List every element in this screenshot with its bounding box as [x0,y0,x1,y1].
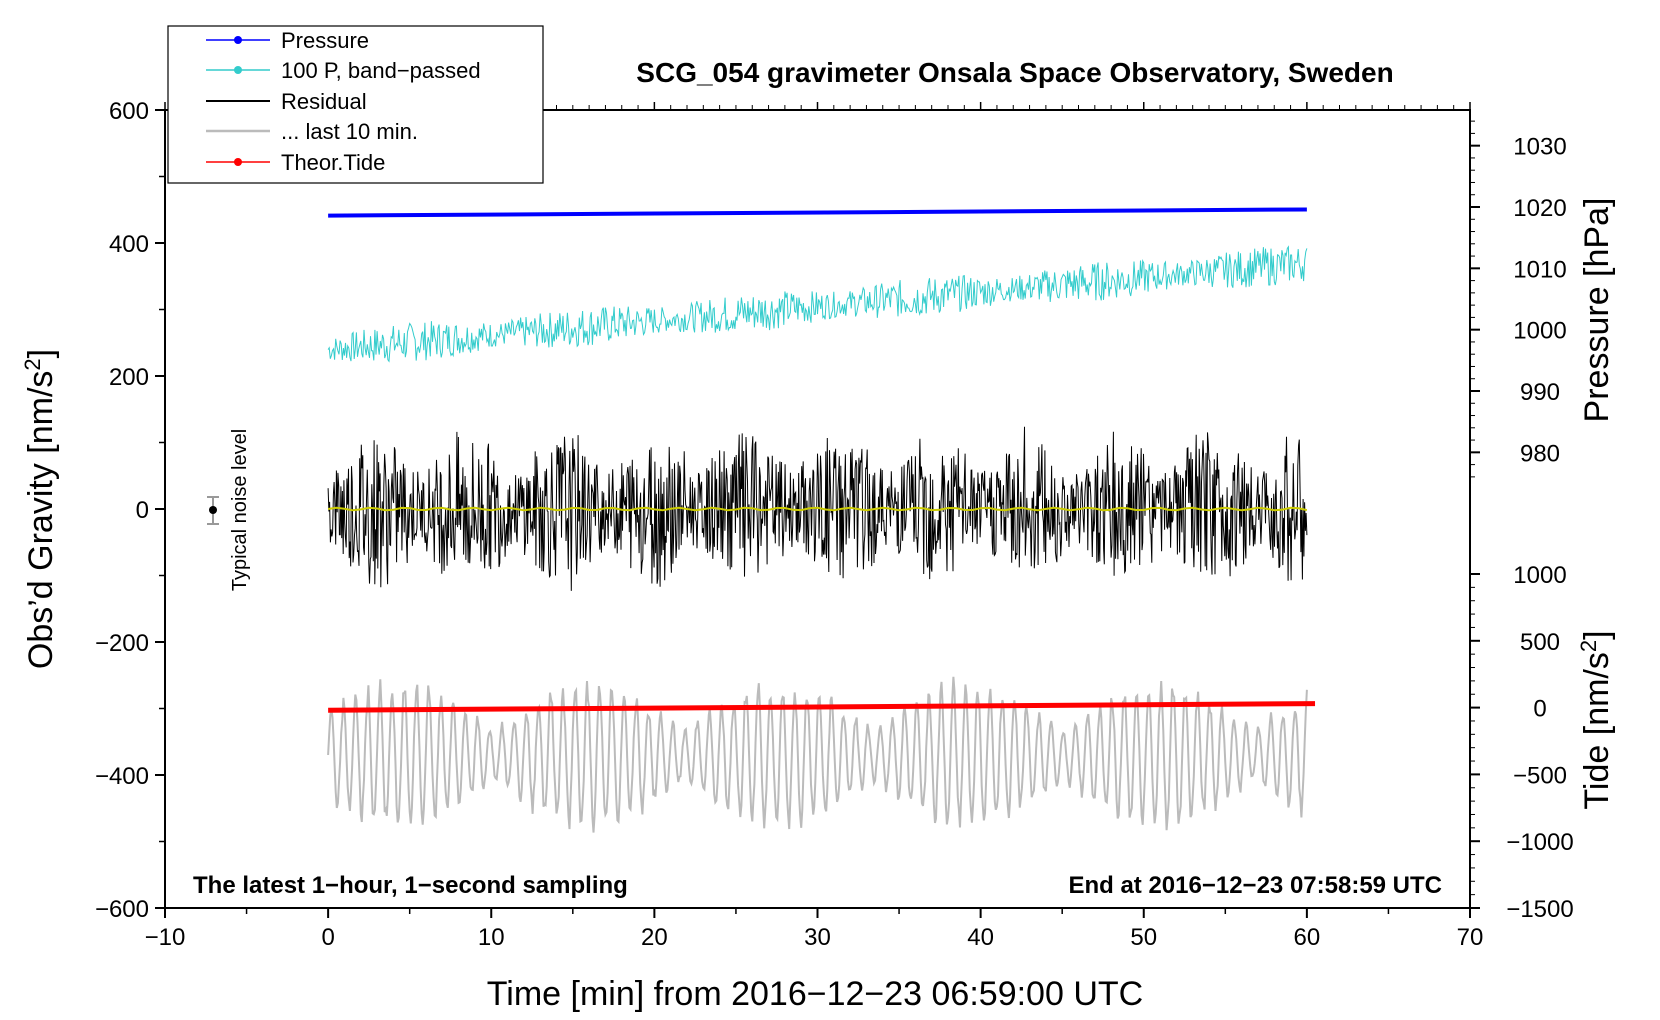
pressure-tick-label: 1020 [1513,195,1566,222]
legend-label-last10: ... last 10 min. [281,119,418,144]
series-residual [327,426,1308,591]
legend-item-bandpassed: 100 P, band−passed [206,58,481,83]
legend-label-tide: Theor.Tide [281,150,385,175]
legend-item-last10: ... last 10 min. [206,119,418,144]
tide-tick-label: 500 [1520,629,1560,656]
legend-marker-pressure [234,36,242,44]
corner-label-right: End at 2016−12−23 07:58:59 UTC [1068,872,1442,899]
pressure-tick-label: 980 [1520,440,1560,467]
tide-tick-label: −1000 [1506,829,1573,856]
x-axis-ticks: −10 0 10 20 30 40 50 60 70 [145,102,1484,951]
x-tick-label: 50 [1130,924,1157,951]
corner-label-left: The latest 1−hour, 1−second sampling [193,872,628,899]
y-tick-label: 400 [109,231,149,258]
pressure-tick-label: 1010 [1513,256,1566,283]
series-100-p-band-passed [327,245,1308,363]
x-tick-label: 10 [478,924,505,951]
tide-tick-label: 1000 [1513,562,1566,589]
legend-box [167,25,544,184]
y-axis-ticks: 600 400 200 0 −200 −400 −600 [95,98,165,923]
y-tick-label: 200 [109,364,149,391]
pressure-tick-label: 990 [1520,379,1560,406]
legend-item-residual: Residual [206,89,367,114]
pressure-axis-label: Pressure [hPa] [1578,198,1616,423]
x-tick-label: 20 [641,924,668,951]
x-tick-label: 70 [1457,924,1484,951]
legend-label-pressure: Pressure [281,28,369,53]
legend-item-pressure: Pressure [206,28,369,53]
tide-axis-ticks: 1000 500 0 −500 −1000 −1500 [1470,562,1574,923]
pressure-tick-label: 1000 [1513,318,1566,345]
y-tick-label: 600 [109,98,149,125]
y-tick-label: −600 [95,896,149,923]
legend-label-bandpassed: 100 P, band−passed [281,58,481,83]
series--last-10-min- [327,676,1308,833]
x-tick-label: 60 [1294,924,1321,951]
series-layer [327,207,1316,833]
tide-axis-label: Tide [nm/s2] [1576,630,1616,809]
noise-level-indicator: Typical noise level [207,429,251,591]
x-tick-label: −10 [145,924,186,951]
legend-item-tide: Theor.Tide [206,150,385,175]
y-axis-label-left: Obs’d Gravity [nm/s2] [20,349,60,669]
legend-marker-bandpassed [234,66,242,74]
tide-tick-label: −500 [1513,762,1567,789]
y-tick-label: −200 [95,630,149,657]
series-residual-smoothed [327,506,1308,512]
x-tick-label: 40 [967,924,994,951]
pressure-tick-label: 1030 [1513,134,1566,161]
x-tick-label: 30 [804,924,831,951]
tide-tick-label: −1500 [1506,896,1573,923]
y-tick-label: −400 [95,763,149,790]
y-tick-label: 0 [136,497,149,524]
noise-label: Typical noise level [229,429,251,591]
series-theor-tide [328,701,1316,713]
chart-title: SCG_054 gravimeter Onsala Space Observat… [636,57,1393,88]
legend-label-residual: Residual [281,89,367,114]
x-axis-label: Time [min] from 2016−12−23 06:59:00 UTC [487,975,1143,1013]
noise-point [209,506,217,514]
legend-marker-tide [234,158,242,166]
series-pressure [328,207,1307,218]
pressure-axis-ticks: 1030 1020 1010 1000 990 980 [1470,120,1567,478]
x-tick-label: 0 [321,924,334,951]
tide-tick-label: 0 [1533,696,1546,723]
legend: Pressure 100 P, band−passed Residual ...… [167,25,544,184]
